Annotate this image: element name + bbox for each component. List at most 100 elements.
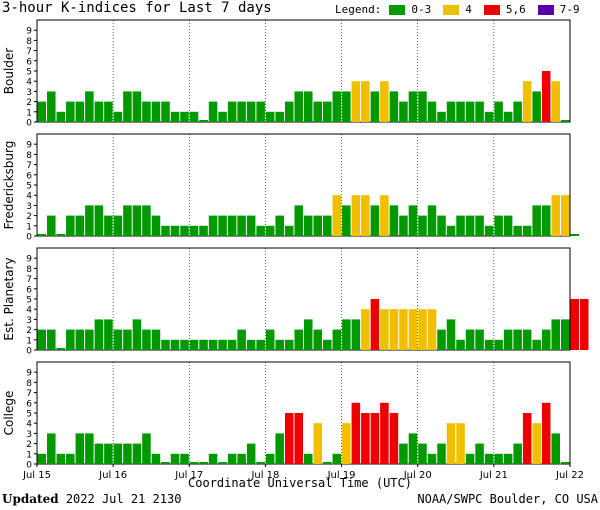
k-index-bar	[132, 443, 142, 464]
k-index-bar	[66, 329, 75, 350]
k-index-bar	[551, 195, 560, 236]
k-index-bar	[323, 101, 332, 122]
k-index-bar	[399, 215, 408, 236]
k-index-bar	[246, 443, 256, 464]
k-index-bar	[142, 329, 151, 350]
k-index-bar	[408, 205, 418, 236]
x-tick-label: Jul 20	[403, 470, 432, 480]
k-index-bar	[446, 423, 456, 464]
k-index-bar	[37, 329, 47, 350]
k-index-bar	[85, 433, 94, 464]
k-index-bar	[218, 111, 227, 122]
k-index-bar	[475, 101, 484, 122]
legend-swatch-yellow	[443, 4, 460, 15]
k-index-bar	[446, 319, 456, 350]
k-index-bar	[551, 81, 560, 122]
k-index-bar	[56, 453, 66, 464]
k-index-bar	[541, 205, 551, 236]
k-index-bar	[104, 443, 113, 464]
station-label: Fredericksburg	[2, 141, 16, 230]
k-index-bar	[265, 329, 275, 350]
k-index-bar	[332, 195, 342, 236]
k-index-bar	[532, 91, 541, 122]
k-index-bar	[342, 319, 351, 350]
k-index-bar	[284, 339, 294, 350]
k-index-bar	[113, 111, 123, 122]
k-index-bar	[218, 462, 227, 464]
k-index-bar	[342, 423, 351, 464]
k-index-bar	[294, 413, 303, 464]
k-index-bar	[237, 453, 246, 464]
legend-swatch-red	[483, 4, 500, 15]
y-tick-label: 9	[26, 255, 32, 265]
k-index-bar	[256, 339, 265, 350]
y-tick-label: 1	[26, 108, 32, 118]
k-index-bar	[513, 101, 522, 122]
k-index-bar	[503, 215, 513, 236]
y-tick-label: 8	[26, 265, 32, 275]
chart-title: 3-hour K-indices for Last 7 days	[2, 0, 272, 16]
k-index-bar	[227, 215, 237, 236]
k-index-bar	[113, 329, 123, 350]
k-index-bar	[560, 120, 570, 122]
k-index-bar	[265, 453, 275, 464]
station-label: College	[2, 391, 16, 436]
k-index-bar	[189, 339, 199, 350]
k-index-bar	[580, 299, 589, 350]
k-index-bar	[560, 319, 570, 350]
k-index-bar	[351, 319, 361, 350]
x-tick-label: Jul 15	[22, 470, 51, 480]
k-index-bar	[275, 339, 284, 350]
k-index-bar	[475, 329, 484, 350]
station-label: Boulder	[2, 48, 16, 95]
k-index-bar	[180, 111, 189, 122]
k-index-bar	[513, 329, 522, 350]
k-index-bar	[218, 215, 227, 236]
k-index-bar	[94, 101, 104, 122]
k-index-bar	[551, 433, 560, 464]
k-index-bar	[113, 215, 123, 236]
k-index-bar	[151, 329, 161, 350]
updated-value: 2022 Jul 21 2130	[65, 492, 182, 506]
k-index-bar	[389, 309, 399, 350]
y-tick-label: 9	[26, 27, 32, 37]
k-index-bar	[484, 111, 494, 122]
y-tick-label: 8	[26, 379, 32, 389]
y-tick-label: 7	[26, 275, 32, 285]
k-index-bar	[380, 402, 389, 464]
y-tick-label: 1	[26, 222, 32, 232]
k-index-bar	[560, 462, 570, 464]
k-index-bar	[37, 234, 47, 236]
k-index-bar	[399, 309, 408, 350]
credit-line: NOAA/SWPC Boulder, CO USA	[417, 492, 598, 506]
k-index-bar	[265, 111, 275, 122]
k-index-bar	[208, 453, 218, 464]
legend-item-7-9: 7-9	[534, 3, 580, 16]
k-index-bar	[380, 81, 389, 122]
k-index-bar	[237, 215, 246, 236]
y-tick-label: 0	[26, 347, 32, 357]
k-index-bar	[446, 225, 456, 236]
k-index-bar	[332, 91, 342, 122]
k-index-bar	[161, 462, 170, 464]
k-index-bar	[418, 309, 427, 350]
k-index-bar	[151, 215, 161, 236]
k-index-bar	[246, 101, 256, 122]
k-index-bar	[351, 195, 361, 236]
k-index-bar	[532, 205, 541, 236]
k-index-bar	[199, 120, 208, 122]
y-tick-label: 0	[26, 119, 32, 129]
k-index-bar	[104, 319, 113, 350]
k-index-bar	[256, 462, 265, 464]
k-index-bar	[456, 339, 465, 350]
y-tick-label: 8	[26, 37, 32, 47]
k-index-bar	[151, 453, 161, 464]
k-index-bar	[237, 329, 246, 350]
k-index-bar	[142, 101, 151, 122]
k-index-bar	[351, 81, 361, 122]
y-tick-label: 7	[26, 161, 32, 171]
k-index-bar	[199, 339, 208, 350]
y-tick-label: 3	[26, 88, 32, 98]
k-index-bar	[456, 423, 465, 464]
legend-swatch-purple	[537, 4, 554, 15]
